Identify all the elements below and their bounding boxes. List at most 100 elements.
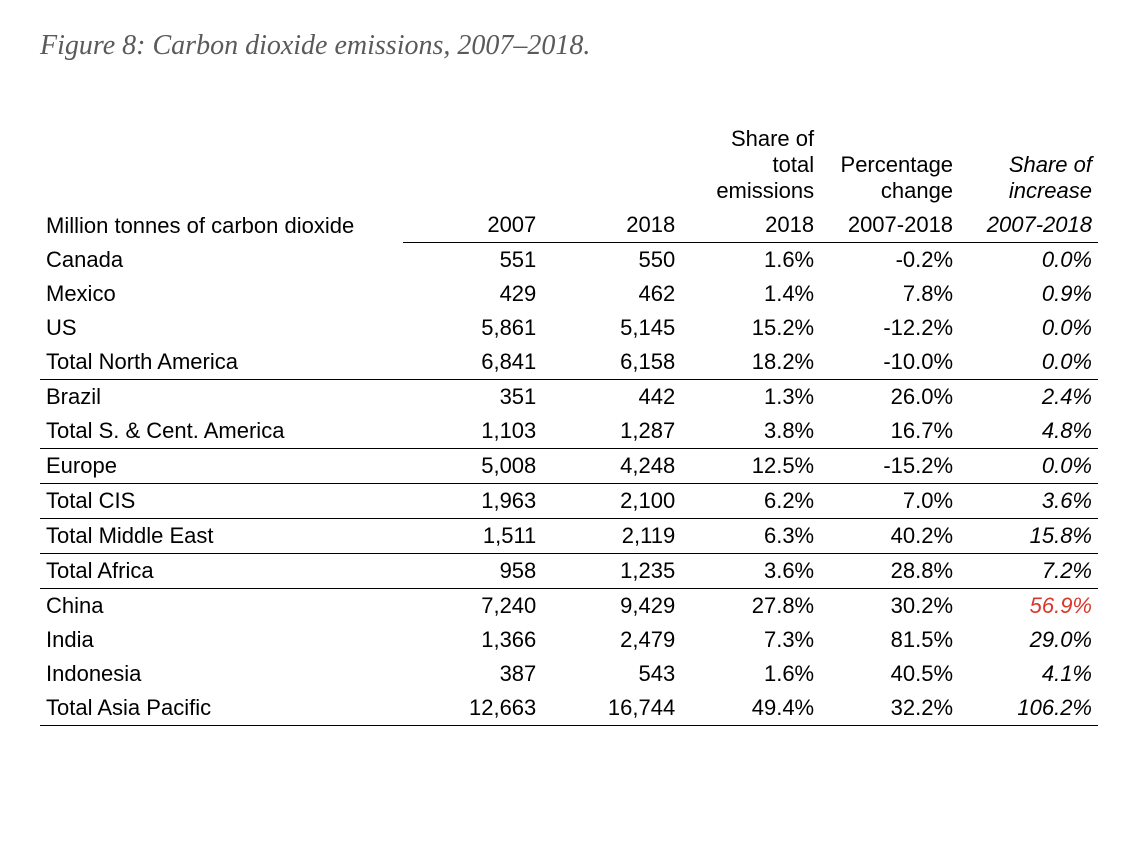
cell-country: Indonesia xyxy=(40,657,403,691)
table-row: Brazil3514421.3%26.0%2.4% xyxy=(40,380,1098,415)
cell-share: 15.2% xyxy=(681,311,820,345)
cell-2018: 543 xyxy=(542,657,681,691)
cell-share: 12.5% xyxy=(681,449,820,484)
cell-share: 3.6% xyxy=(681,554,820,589)
cell-2018: 2,100 xyxy=(542,484,681,519)
cell-share-increase: 2.4% xyxy=(959,380,1098,415)
header-share-increase: Share of increase xyxy=(959,122,1098,208)
cell-share: 49.4% xyxy=(681,691,820,726)
table-row: Total S. & Cent. America1,1031,2873.8%16… xyxy=(40,414,1098,449)
table-row: China7,2409,42927.8%30.2%56.9% xyxy=(40,589,1098,624)
year-2007: 2007 xyxy=(403,208,542,243)
header-blank-1 xyxy=(403,122,542,208)
emissions-table: Million tonnes of carbon dioxide Share o… xyxy=(40,122,1098,726)
table-row: Total Asia Pacific12,66316,74449.4%32.2%… xyxy=(40,691,1098,726)
cell-country: Total Middle East xyxy=(40,519,403,554)
table-row: Mexico4294621.4%7.8%0.9% xyxy=(40,277,1098,311)
cell-2007: 12,663 xyxy=(403,691,542,726)
cell-pct-change: 40.5% xyxy=(820,657,959,691)
header-pct-change: Percentage change xyxy=(820,122,959,208)
cell-pct-change: 28.8% xyxy=(820,554,959,589)
figure-title: Figure 8: Carbon dioxide emissions, 2007… xyxy=(40,30,1098,62)
cell-pct-change: -12.2% xyxy=(820,311,959,345)
cell-2018: 2,479 xyxy=(542,623,681,657)
cell-2007: 7,240 xyxy=(403,589,542,624)
cell-2018: 1,287 xyxy=(542,414,681,449)
cell-2007: 1,103 xyxy=(403,414,542,449)
cell-2018: 2,119 xyxy=(542,519,681,554)
cell-2018: 9,429 xyxy=(542,589,681,624)
header-blank-2 xyxy=(542,122,681,208)
cell-share-increase: 0.0% xyxy=(959,311,1098,345)
cell-2007: 351 xyxy=(403,380,542,415)
cell-2018: 462 xyxy=(542,277,681,311)
cell-country: Europe xyxy=(40,449,403,484)
year-2018: 2018 xyxy=(542,208,681,243)
cell-share-increase: 0.0% xyxy=(959,243,1098,278)
cell-2007: 6,841 xyxy=(403,345,542,380)
cell-country: Total CIS xyxy=(40,484,403,519)
cell-pct-change: 40.2% xyxy=(820,519,959,554)
cell-share: 1.4% xyxy=(681,277,820,311)
cell-country: Total S. & Cent. America xyxy=(40,414,403,449)
share-range: 2007-2018 xyxy=(959,208,1098,243)
cell-country: China xyxy=(40,589,403,624)
cell-pct-change: 7.0% xyxy=(820,484,959,519)
cell-share-increase: 106.2% xyxy=(959,691,1098,726)
cell-2007: 1,963 xyxy=(403,484,542,519)
cell-2007: 1,366 xyxy=(403,623,542,657)
cell-pct-change: -0.2% xyxy=(820,243,959,278)
cell-share: 6.2% xyxy=(681,484,820,519)
cell-share: 6.3% xyxy=(681,519,820,554)
cell-country: India xyxy=(40,623,403,657)
cell-2018: 550 xyxy=(542,243,681,278)
cell-pct-change: -10.0% xyxy=(820,345,959,380)
cell-2018: 442 xyxy=(542,380,681,415)
cell-share: 1.6% xyxy=(681,243,820,278)
cell-share: 3.8% xyxy=(681,414,820,449)
cell-share: 1.3% xyxy=(681,380,820,415)
cell-country: Mexico xyxy=(40,277,403,311)
cell-share-increase: 7.2% xyxy=(959,554,1098,589)
cell-share: 1.6% xyxy=(681,657,820,691)
cell-2007: 551 xyxy=(403,243,542,278)
table-caption: Million tonnes of carbon dioxide xyxy=(40,122,403,243)
cell-2007: 1,511 xyxy=(403,519,542,554)
cell-share-increase: 0.0% xyxy=(959,345,1098,380)
cell-2018: 16,744 xyxy=(542,691,681,726)
cell-country: Total Asia Pacific xyxy=(40,691,403,726)
cell-share-increase: 4.1% xyxy=(959,657,1098,691)
table-row: Total Middle East1,5112,1196.3%40.2%15.8… xyxy=(40,519,1098,554)
cell-share: 18.2% xyxy=(681,345,820,380)
cell-share: 27.8% xyxy=(681,589,820,624)
cell-share-increase: 0.9% xyxy=(959,277,1098,311)
cell-pct-change: 32.2% xyxy=(820,691,959,726)
table-row: Total Africa9581,2353.6%28.8%7.2% xyxy=(40,554,1098,589)
share-year: 2018 xyxy=(681,208,820,243)
cell-pct-change: 81.5% xyxy=(820,623,959,657)
table-row: Total North America6,8416,15818.2%-10.0%… xyxy=(40,345,1098,380)
cell-share-increase: 29.0% xyxy=(959,623,1098,657)
header-share-total: Share of total emissions xyxy=(681,122,820,208)
cell-share-increase: 4.8% xyxy=(959,414,1098,449)
table-row: Indonesia3875431.6%40.5%4.1% xyxy=(40,657,1098,691)
cell-2007: 5,008 xyxy=(403,449,542,484)
cell-share-increase: 56.9% xyxy=(959,589,1098,624)
table-row: US5,8615,14515.2%-12.2%0.0% xyxy=(40,311,1098,345)
cell-2007: 387 xyxy=(403,657,542,691)
cell-share: 7.3% xyxy=(681,623,820,657)
cell-share-increase: 15.8% xyxy=(959,519,1098,554)
table-row: Total CIS1,9632,1006.2%7.0%3.6% xyxy=(40,484,1098,519)
cell-2018: 1,235 xyxy=(542,554,681,589)
cell-country: US xyxy=(40,311,403,345)
table-row: Europe5,0084,24812.5%-15.2%0.0% xyxy=(40,449,1098,484)
cell-share-increase: 3.6% xyxy=(959,484,1098,519)
cell-2018: 4,248 xyxy=(542,449,681,484)
cell-country: Brazil xyxy=(40,380,403,415)
cell-pct-change: 7.8% xyxy=(820,277,959,311)
cell-pct-change: 16.7% xyxy=(820,414,959,449)
cell-2007: 958 xyxy=(403,554,542,589)
cell-country: Total Africa xyxy=(40,554,403,589)
cell-pct-change: -15.2% xyxy=(820,449,959,484)
cell-2018: 5,145 xyxy=(542,311,681,345)
